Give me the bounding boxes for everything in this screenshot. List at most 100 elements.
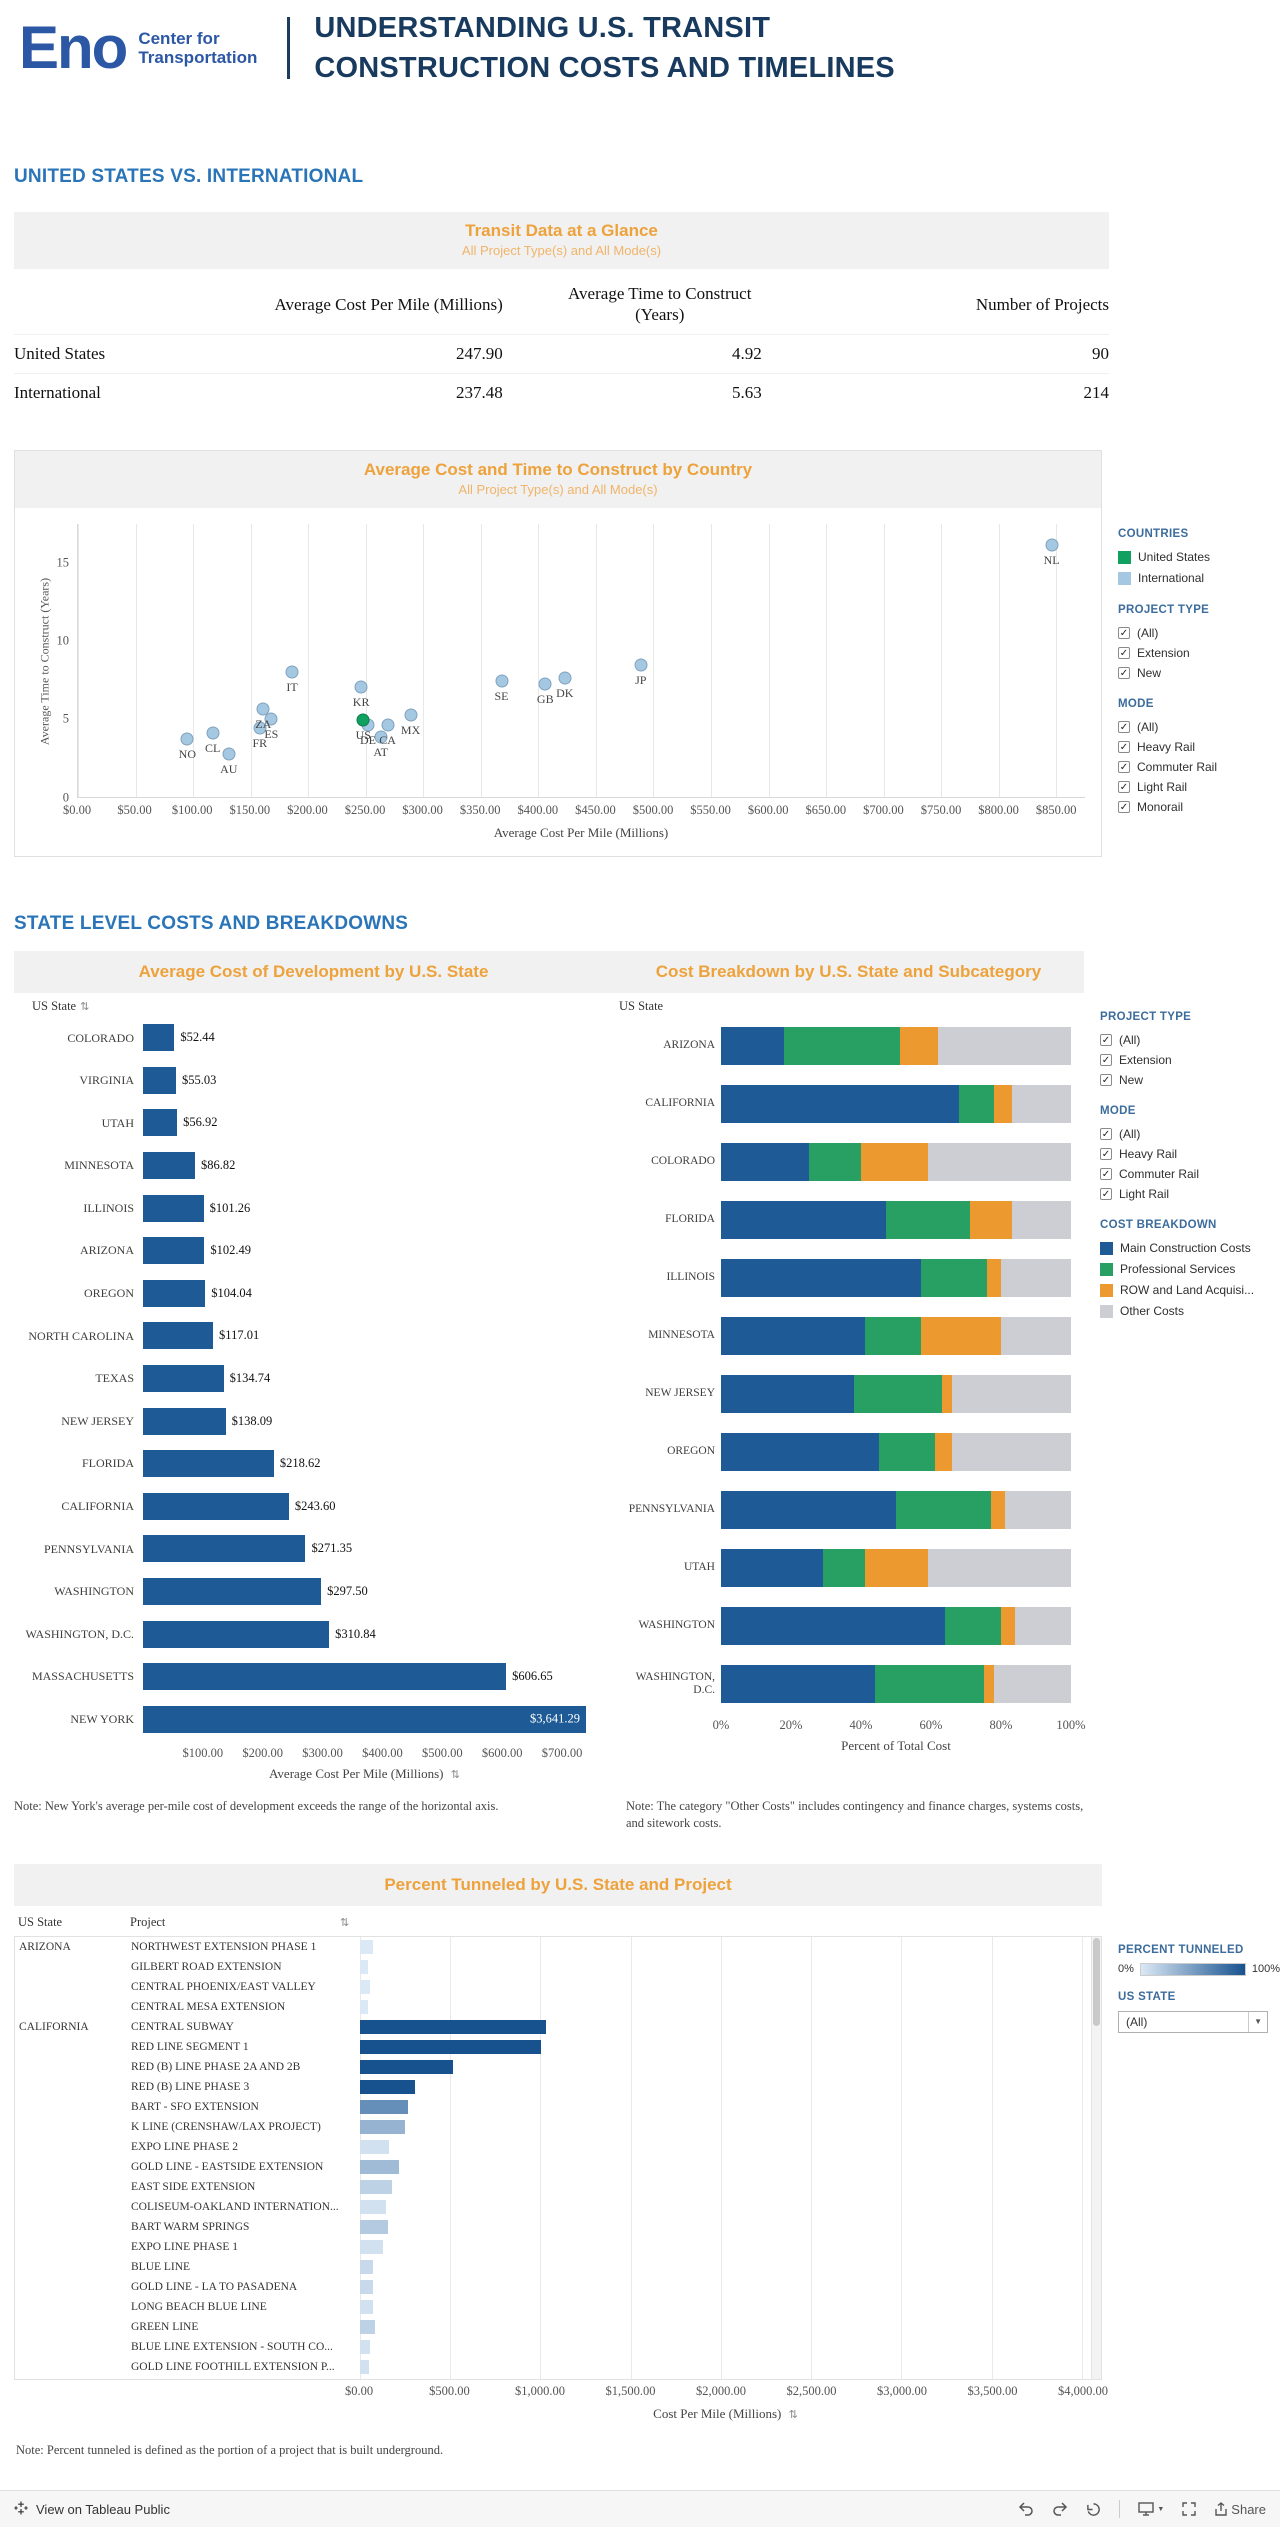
column-header-us-state[interactable]: US State: [18, 1915, 63, 1930]
filter-project-type-new[interactable]: ✓ New: [1118, 663, 1280, 683]
sort-icon[interactable]: ⇅: [788, 2408, 798, 2421]
tunnel-bar-coliseum-oakland-internation[interactable]: [360, 2199, 387, 2214]
segment-california-row-and-land-acquisition[interactable]: [994, 1084, 1012, 1123]
scatter-point-at[interactable]: [374, 730, 388, 744]
cost-bar-arizona[interactable]: [143, 1237, 205, 1265]
cost-bar-massachusetts[interactable]: [143, 1663, 507, 1691]
bar-column-header[interactable]: US State ⇅: [14, 997, 613, 1017]
checkbox-icon[interactable]: ✓: [1100, 1127, 1112, 1140]
legend-country-united-states[interactable]: United States: [1118, 547, 1280, 568]
segment-washington-d-c-row-and-land-acquisition[interactable]: [983, 1664, 994, 1703]
segment-pennsylvania-other-costs[interactable]: [1004, 1490, 1071, 1529]
scatter-point-nl[interactable]: [1045, 538, 1059, 552]
redo-icon[interactable]: [1052, 2502, 1068, 2516]
vertical-scrollbar[interactable]: [1091, 1936, 1101, 2379]
view-on-tableau-link[interactable]: View on Tableau Public: [14, 2501, 170, 2518]
legend-cost-breakdown-main-construction-costs[interactable]: Main Construction Costs: [1100, 1238, 1262, 1259]
tunnel-bar-expo-line-phase-1[interactable]: [360, 2239, 383, 2254]
filter-mode-monorail[interactable]: ✓ Monorail: [1118, 797, 1280, 817]
legend-country-international[interactable]: International: [1118, 568, 1280, 589]
tunnel-bar-central-mesa-extension[interactable]: [360, 1999, 369, 2014]
cost-bar-new-york[interactable]: $3,641.29: [143, 1705, 586, 1733]
scatter-point-au[interactable]: [222, 747, 236, 761]
legend-cost-breakdown-professional-services[interactable]: Professional Services: [1100, 1259, 1262, 1280]
cost-bar-florida[interactable]: [143, 1450, 274, 1478]
cost-bar-minnesota[interactable]: [143, 1152, 195, 1180]
segment-oregon-professional-services[interactable]: [878, 1432, 935, 1471]
scatter-point-fr[interactable]: [253, 721, 267, 735]
segment-florida-main-construction-costs[interactable]: [721, 1200, 886, 1239]
segment-new-jersey-main-construction-costs[interactable]: [721, 1374, 854, 1413]
tunnel-bar-long-beach-blue-line[interactable]: [360, 2299, 373, 2314]
segment-arizona-other-costs[interactable]: [938, 1026, 1071, 1065]
segment-arizona-professional-services[interactable]: [784, 1026, 900, 1065]
tunnel-bar-bart-warm-springs[interactable]: [360, 2219, 388, 2234]
cost-bar-oregon[interactable]: [143, 1279, 206, 1307]
segment-illinois-professional-services[interactable]: [920, 1258, 987, 1297]
filter-mode-2-heavy-rail[interactable]: ✓ Heavy Rail: [1100, 1144, 1262, 1164]
filter-mode-commuter-rail[interactable]: ✓ Commuter Rail: [1118, 757, 1280, 777]
checkbox-icon[interactable]: ✓: [1100, 1187, 1112, 1200]
segment-illinois-row-and-land-acquisition[interactable]: [987, 1258, 1001, 1297]
scatter-point-it[interactable]: [285, 665, 299, 679]
stack-column-header[interactable]: US State: [613, 997, 1084, 1017]
tunnel-bar-gold-line-eastside-extension[interactable]: [360, 2159, 399, 2174]
segment-florida-row-and-land-acquisition[interactable]: [969, 1200, 1012, 1239]
segment-illinois-other-costs[interactable]: [1001, 1258, 1071, 1297]
cost-bar-north-carolina[interactable]: [143, 1322, 214, 1350]
tunnel-bar-gold-line-la-to-pasadena[interactable]: [360, 2279, 373, 2294]
scatter-point-mx[interactable]: [404, 708, 418, 722]
sort-icon[interactable]: ⇅: [340, 1917, 350, 1930]
cost-bar-washington[interactable]: [143, 1578, 322, 1606]
tunnel-bar-green-line[interactable]: [360, 2319, 375, 2334]
tunnel-bar-red-b-line-phase-2a-and-2b[interactable]: [360, 2059, 454, 2074]
filter-project-type-2-extension[interactable]: ✓ Extension: [1100, 1050, 1262, 1070]
tunnel-bar-blue-line[interactable]: [360, 2259, 373, 2274]
sort-icon[interactable]: ⇅: [80, 1001, 90, 1013]
segment-washington-professional-services[interactable]: [945, 1606, 1001, 1645]
cost-bar-virginia[interactable]: [143, 1066, 176, 1094]
filter-mode-light-rail[interactable]: ✓ Light Rail: [1118, 777, 1280, 797]
scatter-point-jp[interactable]: [634, 658, 648, 672]
checkbox-icon[interactable]: ✓: [1100, 1073, 1112, 1086]
segment-oregon-other-costs[interactable]: [952, 1432, 1071, 1471]
sort-icon[interactable]: ⇅: [450, 1768, 460, 1781]
checkbox-icon[interactable]: ✓: [1118, 800, 1130, 813]
cost-bar-utah[interactable]: [143, 1109, 178, 1137]
cost-bar-texas[interactable]: [143, 1365, 224, 1393]
segment-washington-d-c-professional-services[interactable]: [875, 1664, 984, 1703]
filter-project-type-2-new[interactable]: ✓ New: [1100, 1070, 1262, 1090]
checkbox-icon[interactable]: ✓: [1100, 1053, 1112, 1066]
legend-cost-breakdown-other-costs[interactable]: Other Costs: [1100, 1301, 1262, 1322]
tunnel-bar-red-b-line-phase-3[interactable]: [360, 2079, 416, 2094]
tunnel-bar-central-phoenix-east-valley[interactable]: [360, 1979, 371, 1994]
segment-washington-row-and-land-acquisition[interactable]: [1001, 1606, 1015, 1645]
filter-mode-2-all[interactable]: ✓ (All): [1100, 1124, 1262, 1144]
segment-florida-professional-services[interactable]: [885, 1200, 970, 1239]
scrollbar-thumb[interactable]: [1093, 1937, 1100, 2026]
segment-minnesota-professional-services[interactable]: [864, 1316, 921, 1355]
tunnel-bar-east-side-extension[interactable]: [360, 2179, 393, 2194]
checkbox-icon[interactable]: ✓: [1100, 1033, 1112, 1046]
segment-washington-d-c-main-construction-costs[interactable]: [721, 1664, 875, 1703]
replay-icon[interactable]: [1086, 2502, 1101, 2517]
fullscreen-icon[interactable]: [1182, 2502, 1196, 2516]
table-row[interactable]: International 237.48 5.63 214: [14, 372, 1109, 412]
checkbox-icon[interactable]: ✓: [1100, 1167, 1112, 1180]
checkbox-icon[interactable]: ✓: [1118, 720, 1130, 733]
segment-utah-row-and-land-acquisition[interactable]: [864, 1548, 928, 1587]
segment-california-other-costs[interactable]: [1011, 1084, 1071, 1123]
segment-california-main-construction-costs[interactable]: [721, 1084, 959, 1123]
us-state-dropdown[interactable]: (All) ▼: [1118, 2010, 1268, 2033]
cost-bar-illinois[interactable]: [143, 1194, 204, 1222]
tunnel-bar-red-line-segment-1[interactable]: [360, 2039, 542, 2054]
undo-icon[interactable]: [1018, 2502, 1034, 2516]
segment-washington-main-construction-costs[interactable]: [721, 1606, 945, 1645]
tunnel-bar-bart-sfo-extension[interactable]: [360, 2099, 409, 2114]
checkbox-icon[interactable]: ✓: [1118, 780, 1130, 793]
checkbox-icon[interactable]: ✓: [1118, 760, 1130, 773]
segment-new-jersey-row-and-land-acquisition[interactable]: [941, 1374, 952, 1413]
segment-minnesota-other-costs[interactable]: [1001, 1316, 1071, 1355]
legend-cost-breakdown-row-and-land-acquisi[interactable]: ROW and Land Acquisi...: [1100, 1280, 1262, 1301]
share-button[interactable]: Share: [1214, 2502, 1266, 2517]
